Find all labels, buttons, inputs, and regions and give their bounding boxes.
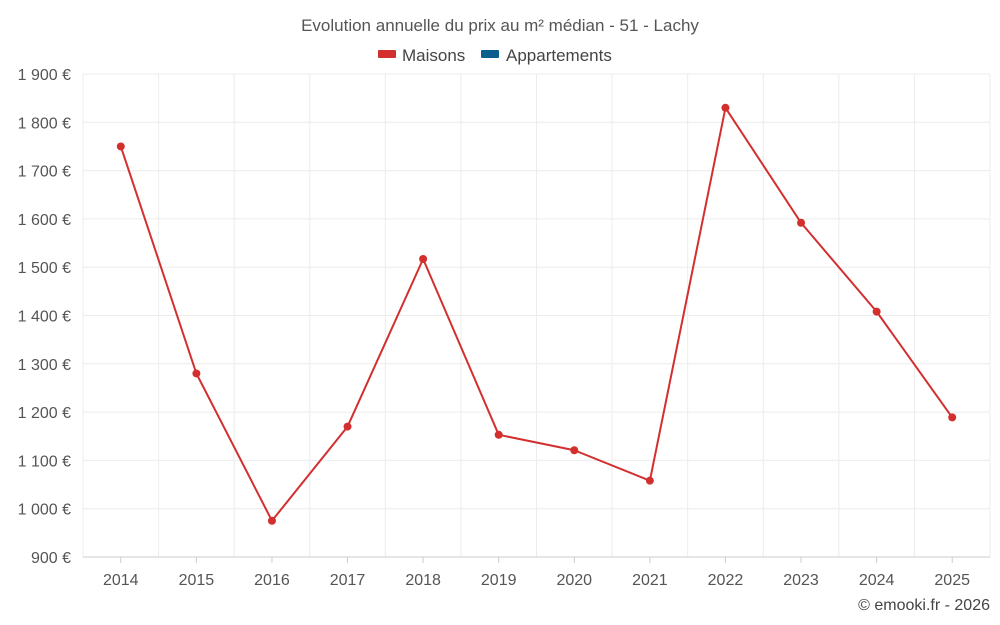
x-tick-label: 2021 — [632, 572, 668, 589]
data-point-maisons[interactable] — [116, 142, 125, 151]
legend-label-maisons[interactable]: Maisons — [402, 46, 465, 65]
data-point-maisons[interactable] — [419, 254, 428, 263]
y-axis-labels: 900 € 1 000 € 1 100 € 1 200 € 1 300 € 1 400 €… — [18, 67, 71, 567]
credit-text: © emooki.fr - 2026 — [858, 597, 990, 614]
data-point-maisons[interactable] — [721, 103, 730, 112]
legend: Maisons Appartements — [378, 46, 612, 65]
y-tick-label: 1 200 € — [18, 405, 71, 422]
grid-vertical — [82, 74, 991, 557]
legend-swatch-appartements — [481, 50, 499, 58]
x-axis-labels: 2014 2015 2016 2017 2018 2019 2020 2021 2022 2023… — [103, 557, 970, 589]
y-tick-label: 1 700 € — [18, 164, 71, 181]
x-tick-label: 2017 — [330, 572, 366, 589]
x-tick-label: 2015 — [179, 572, 215, 589]
x-tick-label: 2014 — [103, 572, 139, 589]
x-tick-label: 2025 — [934, 572, 970, 589]
series-line-maisons — [119, 106, 954, 522]
data-point-maisons[interactable] — [494, 430, 503, 439]
x-tick-label: 2019 — [481, 572, 517, 589]
data-point-maisons[interactable] — [267, 516, 276, 525]
legend-label-appartements[interactable]: Appartements — [506, 46, 612, 65]
data-point-maisons[interactable] — [645, 476, 654, 485]
data-point-maisons[interactable] — [570, 446, 579, 455]
x-tick-label: 2024 — [859, 572, 895, 589]
y-tick-label: 1 300 € — [18, 357, 71, 374]
y-tick-label: 1 000 € — [18, 502, 71, 519]
y-tick-label: 1 500 € — [18, 260, 71, 277]
x-tick-label: 2023 — [783, 572, 819, 589]
y-tick-label: 1 900 € — [18, 67, 71, 84]
data-point-maisons[interactable] — [343, 422, 352, 431]
data-point-maisons[interactable] — [948, 413, 957, 422]
data-point-maisons[interactable] — [797, 218, 806, 227]
chart-title: Evolution annuelle du prix au m² médian … — [301, 16, 699, 35]
data-point-maisons[interactable] — [872, 307, 881, 316]
legend-swatch-maisons — [378, 50, 396, 58]
data-point-maisons[interactable] — [192, 369, 201, 378]
x-tick-label: 2020 — [556, 572, 592, 589]
x-tick-label: 2022 — [708, 572, 744, 589]
x-tick-label: 2016 — [254, 572, 290, 589]
x-tick-label: 2018 — [405, 572, 441, 589]
y-tick-label: 1 600 € — [18, 212, 71, 229]
y-tick-label: 1 100 € — [18, 453, 71, 470]
y-tick-label: 1 800 € — [18, 115, 71, 132]
y-tick-label: 1 400 € — [18, 309, 71, 326]
series-maisons — [116, 103, 957, 525]
y-tick-label: 900 € — [31, 550, 71, 567]
